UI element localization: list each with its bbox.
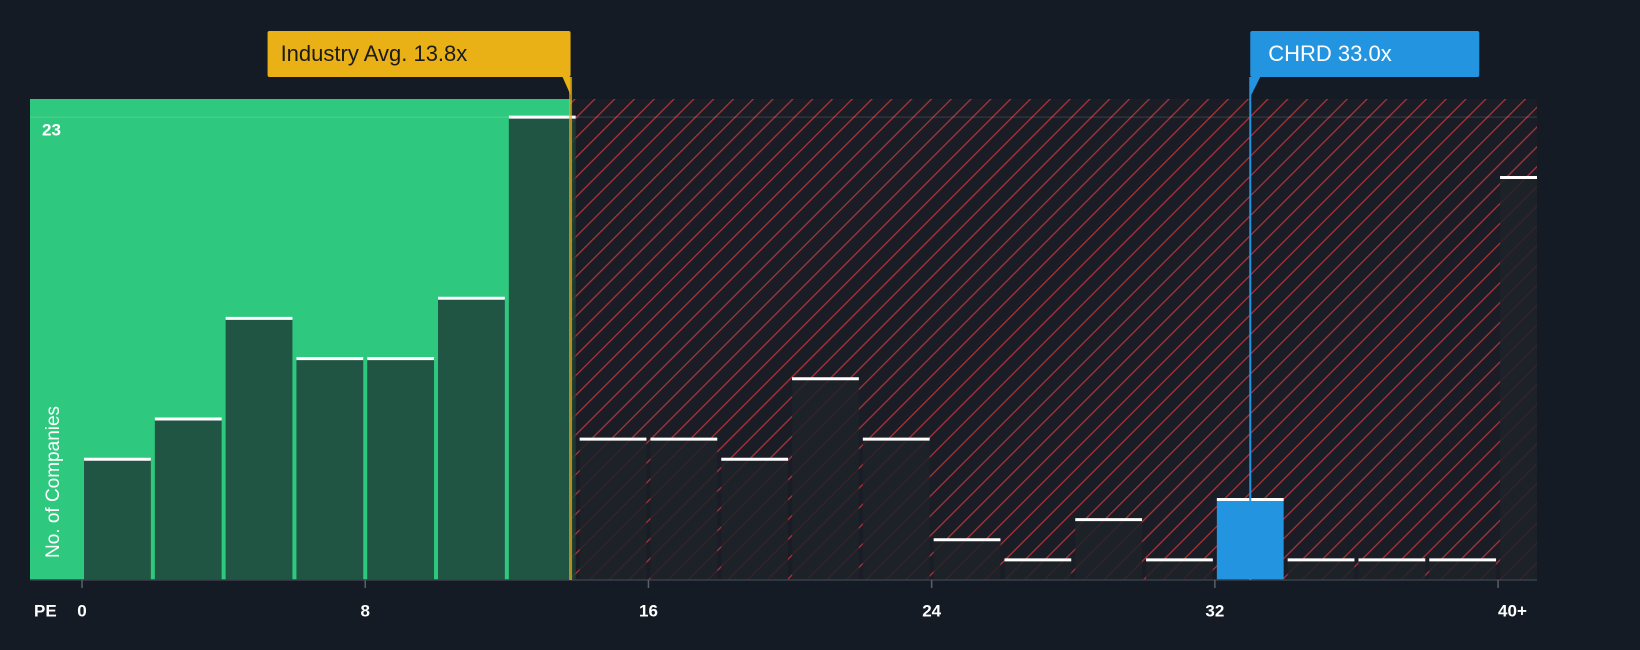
industry-box [267, 31, 571, 77]
x-tick-label: 16 [639, 601, 658, 620]
industry-pointer [562, 77, 571, 95]
bar [1287, 559, 1355, 580]
bar [225, 318, 293, 580]
bar [1004, 559, 1072, 580]
bar [579, 439, 647, 580]
x-tick-label: 32 [1205, 601, 1224, 620]
x-tick-label: 40+ [1498, 601, 1527, 620]
bar [1075, 519, 1143, 580]
bar [154, 418, 222, 580]
x-tick-label: 24 [922, 601, 941, 620]
bar [438, 298, 505, 580]
bar [1358, 559, 1426, 580]
bar [508, 117, 576, 580]
x-tick-label: 8 [361, 601, 370, 620]
x-tick-label: 0 [77, 601, 86, 620]
bar [1500, 177, 1537, 580]
x-axis-label: PE [34, 601, 57, 620]
bar [1429, 559, 1497, 580]
bar [1146, 559, 1213, 580]
bar [933, 539, 1001, 580]
industry-label: Industry Avg. 13.8x [281, 41, 468, 66]
company-pointer [1250, 77, 1261, 97]
company-box [1250, 31, 1480, 77]
bar [367, 358, 435, 580]
company-label: CHRD 33.0x [1268, 41, 1391, 66]
y-axis-label: No. of Companies [43, 406, 64, 558]
bar [84, 459, 151, 580]
y-tick-label: 23 [42, 121, 61, 140]
bar [296, 358, 364, 580]
bar [862, 439, 930, 580]
bar [721, 459, 789, 580]
bars [84, 115, 1537, 580]
bar [650, 439, 718, 580]
bar [792, 378, 859, 580]
